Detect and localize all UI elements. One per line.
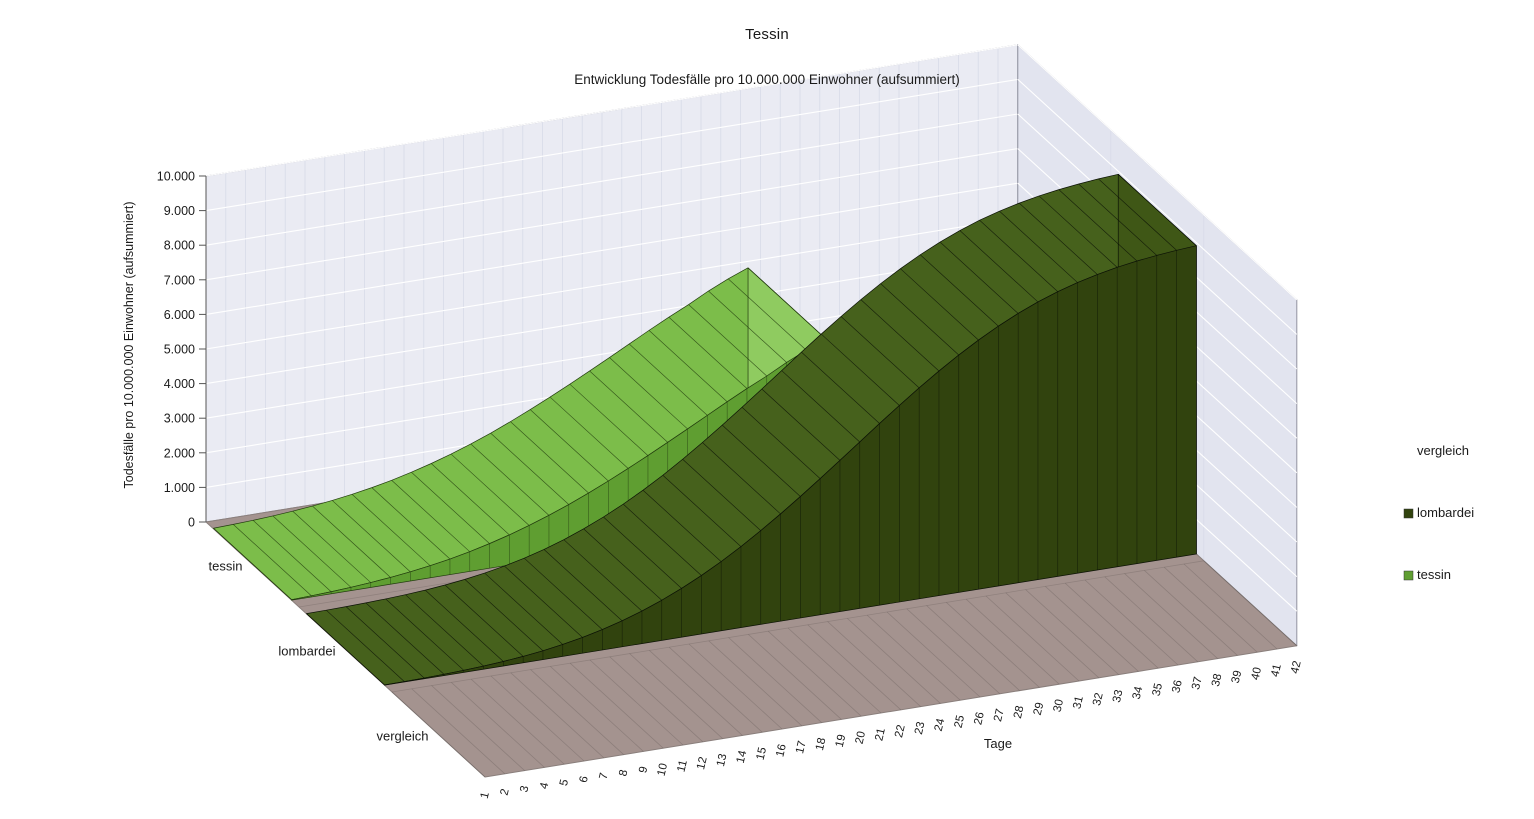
series-axis-label: vergleich (376, 729, 428, 744)
x-tick-label: 18 (814, 737, 829, 752)
x-tick-label: 13 (715, 753, 730, 768)
x-tick-label: 12 (695, 756, 710, 771)
x-tick-label: 11 (676, 759, 690, 773)
legend-key-lombardei (1403, 508, 1414, 519)
y-axis: 0 1.000 2.000 3.000 4.000 5.000 6.000 7.000 8.00… (157, 170, 207, 530)
y-tick-label: 1.000 (164, 481, 195, 495)
x-tick-label: 9 (637, 765, 650, 774)
x-tick-label: 14 (735, 749, 750, 765)
series-lombardei (306, 173, 1197, 686)
x-tick-label: 6 (578, 775, 591, 784)
series-axis-labels: tessin lombardei vergleich (209, 559, 429, 744)
series-axis-label: lombardei (278, 644, 335, 659)
x-tick-label: 31 (1071, 695, 1086, 710)
x-tick-label: 28 (1012, 705, 1027, 720)
legend-label: tessin (1417, 567, 1451, 582)
x-tick-label: 24 (933, 717, 948, 733)
x-tick-label: 8 (617, 769, 630, 778)
x-tick-label: 35 (1151, 682, 1166, 697)
axis-titles: Tage Todesfälle pro 10.000.000 Einwohner … (122, 202, 1012, 751)
x-axis-labels: 1 2 3 4 5 6 7 8 9 10 11 12 13 14 15 16 17 18 19 20 21 22 23 24 2… (479, 660, 1304, 800)
x-tick-label: 2 (499, 788, 512, 797)
x-tick-label: 36 (1170, 679, 1185, 694)
x-tick-label: 34 (1131, 685, 1146, 701)
x-tick-label: 25 (953, 714, 968, 729)
chart-title: Tessin (745, 26, 789, 43)
y-tick-label: 9.000 (164, 204, 195, 218)
y-tick-label: 4.000 (164, 377, 195, 391)
x-tick-label: 40 (1250, 666, 1265, 681)
y-tick-label: 0 (188, 516, 195, 530)
x-tick-label: 22 (893, 724, 908, 739)
y-tick-label: 6.000 (164, 308, 195, 322)
x-tick-label: 29 (1032, 701, 1047, 716)
x-tick-label: 15 (755, 746, 770, 761)
x-tick-label: 17 (794, 740, 809, 755)
x-tick-label: 42 (1289, 660, 1304, 675)
legend-label: lombardei (1417, 505, 1474, 520)
x-tick-label: 4 (538, 781, 551, 791)
x-tick-label: 7 (598, 772, 611, 781)
x-tick-label: 38 (1210, 673, 1225, 688)
x-tick-label: 30 (1052, 698, 1067, 713)
y-tick-label: 8.000 (164, 239, 195, 253)
x-tick-label: 3 (518, 785, 531, 794)
x-tick-label: 1 (479, 791, 492, 800)
x-tick-label: 5 (558, 778, 571, 787)
x-tick-label: 16 (774, 743, 789, 758)
x-axis-title: Tage (984, 736, 1012, 751)
x-tick-label: 32 (1091, 692, 1106, 707)
x-tick-label: 39 (1230, 669, 1245, 684)
x-tick-label: 20 (854, 730, 869, 745)
x-tick-label: 23 (913, 721, 928, 736)
x-tick-label: 33 (1111, 689, 1126, 704)
y-tick-label: 2.000 (164, 446, 195, 460)
chart-subtitle: Entwicklung Todesfälle pro 10.000.000 Ei… (574, 72, 960, 87)
y-tick-label: 10.000 (157, 170, 195, 184)
x-tick-label: 37 (1190, 676, 1205, 691)
legend-key-tessin (1403, 570, 1414, 581)
legend: vergleich lombardei tessin (1403, 443, 1474, 582)
y-axis-title: Todesfälle pro 10.000.000 Einwohner (auf… (122, 202, 136, 489)
x-tick-label: 21 (873, 727, 888, 742)
x-tick-label: 27 (992, 708, 1007, 723)
y-tick-label: 7.000 (164, 273, 195, 287)
legend-label: vergleich (1417, 443, 1469, 458)
x-tick-label: 41 (1269, 663, 1284, 678)
y-tick-label: 5.000 (164, 343, 195, 357)
series-axis-label: tessin (209, 559, 243, 574)
x-tick-label: 19 (834, 733, 849, 748)
x-tick-label: 26 (972, 711, 987, 726)
x-tick-label: 10 (656, 762, 671, 777)
y-tick-label: 3.000 (164, 412, 195, 426)
